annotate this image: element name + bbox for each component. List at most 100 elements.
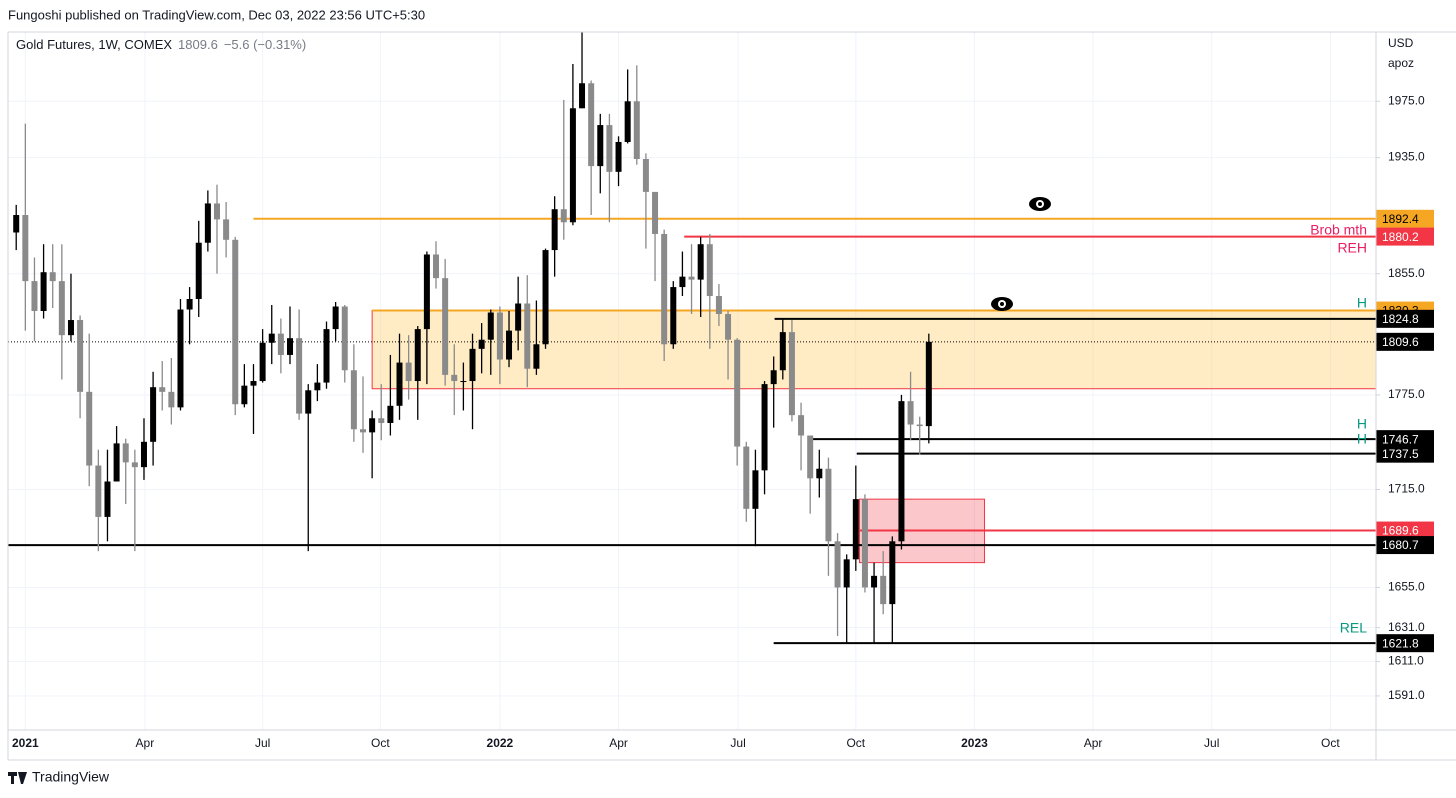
y-tick-label: 1935.0 bbox=[1388, 150, 1425, 164]
price-tag bbox=[1376, 536, 1434, 555]
candle-body bbox=[779, 332, 786, 371]
x-tick-label: Oct bbox=[1321, 736, 1340, 750]
candle-body bbox=[825, 468, 832, 542]
candle-body bbox=[533, 344, 540, 369]
candle-body bbox=[506, 330, 513, 360]
y-tick-label: 1775.0 bbox=[1388, 387, 1425, 401]
candles bbox=[13, 32, 932, 643]
candle-body bbox=[624, 101, 631, 142]
candle-body bbox=[460, 381, 467, 383]
x-tick-label: Apr bbox=[136, 736, 155, 750]
price-tag-label: 1737.5 bbox=[1382, 447, 1419, 461]
annotation: H bbox=[1357, 416, 1367, 432]
candle-body bbox=[360, 429, 367, 433]
price-tag-label: 1621.8 bbox=[1382, 636, 1419, 650]
x-tick-label: Oct bbox=[846, 736, 865, 750]
price-tag bbox=[1376, 444, 1434, 463]
y-tick-label: 1855.0 bbox=[1388, 266, 1425, 280]
candle-body bbox=[816, 468, 823, 479]
candle-body bbox=[898, 401, 905, 542]
candle-body bbox=[697, 244, 704, 280]
candle-body bbox=[414, 329, 421, 382]
candle-body bbox=[560, 209, 567, 223]
annotation: H bbox=[1357, 295, 1367, 311]
candle-body bbox=[843, 559, 850, 588]
candle-body bbox=[478, 339, 485, 349]
price-tag bbox=[1376, 309, 1434, 328]
candle-body bbox=[916, 424, 923, 427]
candle-body bbox=[396, 362, 403, 406]
candle-body bbox=[286, 338, 293, 355]
price-tag-label: 1809.6 bbox=[1382, 335, 1419, 349]
x-tick-label: Jul bbox=[255, 736, 270, 750]
candle-body bbox=[524, 303, 531, 369]
candle-body bbox=[706, 244, 713, 297]
candle-body bbox=[296, 338, 303, 414]
candle-body bbox=[487, 312, 494, 340]
candle-body bbox=[579, 83, 586, 109]
price-tag bbox=[1376, 332, 1434, 351]
candle-body bbox=[734, 339, 741, 447]
candle-body bbox=[77, 320, 84, 392]
candle-body bbox=[807, 435, 814, 479]
candle-body bbox=[305, 390, 312, 414]
x-tick-label: Jul bbox=[1204, 736, 1219, 750]
x-tick-label: Apr bbox=[1084, 736, 1103, 750]
candle-body bbox=[140, 441, 147, 468]
candle-body bbox=[49, 272, 56, 282]
y-tick-label: 1715.0 bbox=[1388, 482, 1425, 496]
candle-body bbox=[350, 370, 357, 430]
price-tag-label: 1746.7 bbox=[1382, 432, 1419, 446]
candle-body bbox=[95, 465, 102, 517]
candle-body bbox=[332, 306, 339, 330]
price-tag-label: 1824.8 bbox=[1382, 312, 1419, 326]
header: Fungoshi published on TradingView.com, D… bbox=[8, 7, 425, 22]
candle-body bbox=[168, 391, 175, 408]
candle-body bbox=[761, 384, 768, 471]
candle-body bbox=[13, 215, 20, 233]
x-tick-label: Jul bbox=[730, 736, 745, 750]
candle-body bbox=[241, 385, 248, 405]
candle-body bbox=[323, 329, 330, 383]
candle-body bbox=[615, 141, 622, 172]
candle-body bbox=[788, 332, 795, 416]
x-tick-label: 2023 bbox=[961, 736, 988, 750]
x-tick-label: Oct bbox=[371, 736, 390, 750]
price-tag-label: 1892.4 bbox=[1382, 212, 1419, 226]
candle-body bbox=[798, 415, 805, 436]
candle-body bbox=[715, 296, 722, 315]
y-tick-label: 1975.0 bbox=[1388, 93, 1425, 107]
legend: Gold Futures, 1W, COMEX 1809.6 −5.6 (−0.31… bbox=[16, 37, 306, 52]
candle-body bbox=[104, 481, 111, 517]
candle-body bbox=[633, 101, 640, 159]
candle-body bbox=[186, 299, 193, 310]
annotation: REL bbox=[1340, 620, 1367, 636]
candle-body bbox=[743, 446, 750, 509]
candle-body bbox=[551, 209, 558, 251]
candle-body bbox=[496, 312, 503, 360]
candle-body bbox=[195, 242, 202, 300]
candle-body bbox=[22, 215, 29, 282]
candle-body bbox=[871, 575, 878, 588]
annotation: Brob mth bbox=[1310, 222, 1367, 238]
candle-body bbox=[688, 276, 695, 280]
candle-body bbox=[122, 443, 129, 463]
price-tag-label: 1689.6 bbox=[1382, 524, 1419, 538]
candle-body bbox=[67, 320, 74, 336]
footer: TradingView bbox=[32, 769, 110, 785]
candle-body bbox=[834, 541, 841, 588]
y-tick-label: 1611.0 bbox=[1388, 654, 1424, 668]
candle-body bbox=[652, 191, 659, 234]
y-tick-label: 1591.0 bbox=[1388, 688, 1425, 702]
candle-body bbox=[725, 314, 732, 340]
candle-body bbox=[177, 309, 184, 408]
price-tag bbox=[1376, 634, 1434, 653]
candle-body bbox=[314, 382, 321, 391]
candle-body bbox=[131, 462, 138, 468]
candle-body bbox=[752, 470, 759, 509]
candle-body bbox=[670, 287, 677, 345]
candle-body bbox=[31, 281, 38, 312]
eye-icon bbox=[991, 297, 1013, 311]
candle-body bbox=[469, 348, 476, 382]
